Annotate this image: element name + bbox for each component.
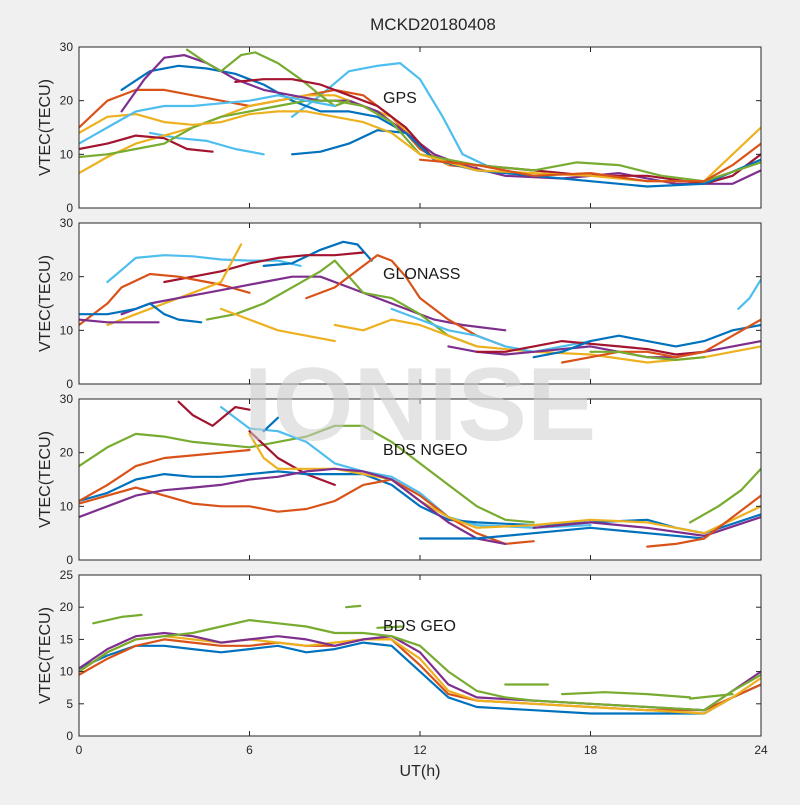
series-line	[220, 406, 592, 529]
y-tick-label: 10	[60, 323, 74, 337]
series-line	[345, 604, 362, 609]
figure-title: MCKD20180408	[370, 15, 496, 34]
series-line	[688, 693, 734, 700]
panel-label: GLONASS	[383, 266, 460, 283]
y-tick-label: 20	[60, 600, 74, 614]
y-tick-label: 25	[60, 568, 74, 582]
series-line	[79, 302, 203, 324]
y-axis-label: VTEC(TECU)	[37, 79, 54, 176]
panel-label: BDS NGEO	[383, 442, 467, 459]
series-line	[737, 278, 761, 310]
y-tick-label: 20	[60, 94, 74, 108]
series-group	[79, 48, 761, 188]
y-axis-label: VTEC(TECU)	[37, 431, 54, 528]
x-tick-label: 12	[413, 743, 427, 757]
series-line	[376, 625, 405, 629]
y-tick-label: 20	[60, 270, 74, 284]
y-tick-label: 0	[66, 377, 73, 391]
y-tick-label: 0	[66, 201, 73, 215]
series-line	[561, 691, 692, 699]
series-line	[79, 99, 761, 183]
x-tick-label: 24	[754, 743, 768, 757]
x-tick-label: 0	[76, 743, 83, 757]
series-line	[220, 307, 336, 343]
series-line	[92, 613, 143, 625]
series-line	[561, 318, 761, 364]
panels: 0 10 20 30 GPS VTEC(TECU) 0 10 20 30 GLONASS VTEC(T…	[37, 40, 768, 757]
series-line	[120, 275, 507, 332]
y-tick-label: 15	[60, 632, 74, 646]
series-line	[79, 134, 214, 153]
y-tick-label: 10	[60, 499, 74, 513]
series-line	[333, 318, 761, 364]
series-line	[205, 259, 478, 348]
y-tick-label: 20	[60, 446, 74, 460]
series-line	[163, 251, 365, 284]
series-line	[248, 430, 336, 486]
series-line	[390, 307, 592, 353]
series-line	[688, 467, 761, 524]
series-line	[589, 350, 706, 361]
y-axis-label: VTEC(TECU)	[37, 607, 54, 704]
panel-3: 0 5 10 15 20 25 0 6 12 18 24 BDS GEO VTEC(TECU)	[37, 568, 768, 757]
panel-label: BDS GEO	[383, 618, 456, 635]
series-line	[475, 340, 706, 356]
x-tick-label: 6	[246, 743, 253, 757]
plot-area	[79, 47, 761, 208]
series-line	[79, 94, 450, 175]
panel-label: GPS	[383, 90, 417, 107]
series-line	[532, 516, 761, 537]
panel-1: 0 10 20 30 GLONASS VTEC(TECU)	[37, 216, 762, 391]
series-line	[646, 494, 761, 548]
series-line	[79, 467, 507, 545]
x-tick-label: 18	[584, 743, 598, 757]
series-line	[79, 641, 761, 715]
y-tick-label: 30	[60, 392, 74, 406]
series-line	[177, 400, 251, 427]
series-group	[79, 400, 761, 548]
series-group	[79, 604, 761, 715]
panel-0: 0 10 20 30 GPS VTEC(TECU)	[37, 40, 762, 215]
series-line	[120, 64, 407, 134]
y-tick-label: 30	[60, 216, 74, 230]
series-group	[79, 240, 761, 364]
series-line	[418, 526, 706, 540]
series-line	[262, 416, 279, 433]
y-axis-label: VTEC(TECU)	[37, 255, 54, 352]
y-tick-label: 0	[66, 729, 73, 743]
series-line	[79, 448, 251, 503]
series-line	[79, 110, 761, 183]
series-line	[447, 340, 761, 359]
x-axis-label: UT(h)	[400, 763, 441, 780]
series-line	[79, 619, 761, 712]
series-line	[79, 272, 251, 327]
series-line	[79, 94, 336, 145]
y-tick-label: 0	[66, 553, 73, 567]
series-line	[305, 254, 507, 348]
series-line	[148, 131, 265, 156]
panel-2: 0 10 20 30 BDS NGEO VTEC(TECU)	[37, 392, 762, 567]
y-tick-label: 5	[66, 697, 73, 711]
series-line	[532, 323, 761, 359]
series-line	[262, 240, 373, 267]
y-tick-label: 10	[60, 665, 74, 679]
y-tick-label: 30	[60, 40, 74, 54]
series-line	[79, 424, 535, 524]
watermark-text: IONISE	[244, 347, 597, 463]
series-line	[106, 254, 302, 284]
series-line	[79, 318, 160, 324]
y-tick-label: 10	[60, 147, 74, 161]
series-line	[418, 142, 761, 183]
